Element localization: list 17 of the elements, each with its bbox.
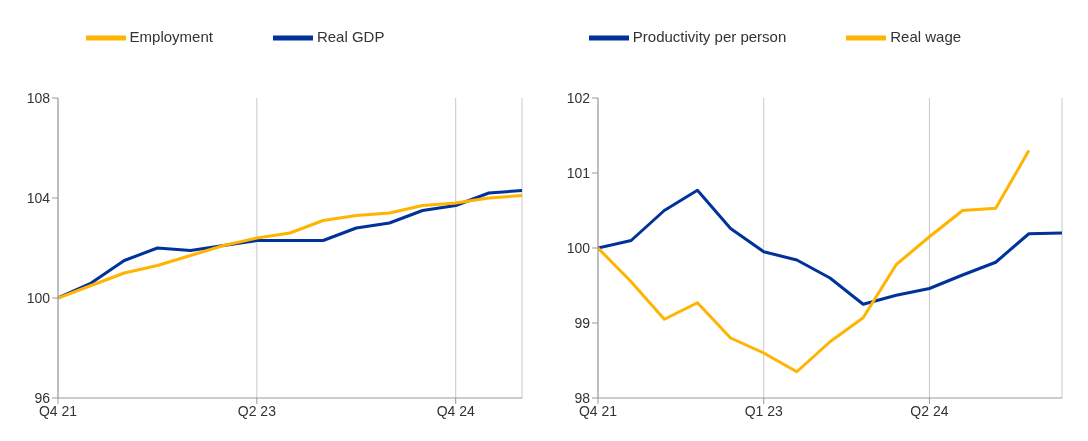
legend-label: Real wage xyxy=(890,27,962,45)
x-tick-label: Q1 23 xyxy=(744,402,783,419)
y-tick-label: 101 xyxy=(566,164,591,181)
y-tick-label: 100 xyxy=(566,239,591,256)
y-tick-label: 102 xyxy=(566,89,591,106)
line-series xyxy=(598,149,1031,374)
x-tick-label: Q2 24 xyxy=(910,402,949,419)
y-tick-label: 100 xyxy=(26,289,51,306)
x-tick-label: Q2 23 xyxy=(237,402,277,419)
y-tick-label: 99 xyxy=(574,314,591,331)
line-series xyxy=(598,188,1062,306)
y-tick-label: 108 xyxy=(26,89,51,106)
x-tick-label: Q4 24 xyxy=(436,402,475,419)
legend-label: Real GDP xyxy=(316,27,385,45)
legend-label: Employment xyxy=(129,27,213,45)
legend-label: Productivity per person xyxy=(632,27,787,45)
y-tick-label: 104 xyxy=(26,189,51,206)
